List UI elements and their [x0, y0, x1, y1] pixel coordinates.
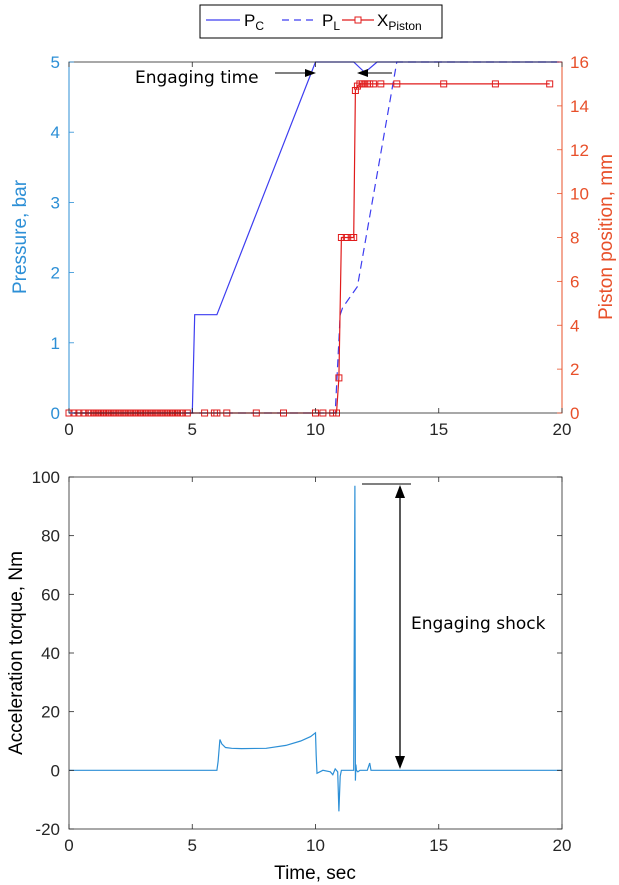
engaging-shock-label: Engaging shock: [411, 614, 546, 634]
bottom-x-tick-label: 15: [429, 836, 448, 855]
bottom-y-tick-label: 80: [41, 527, 60, 546]
bottom-series-group: [69, 485, 562, 812]
bottom-x-tick-label: 0: [64, 836, 73, 855]
top-ylabel-left: Pressure, bar: [10, 179, 31, 294]
piston-marker: [377, 80, 385, 88]
legend-label-pc: PC: [244, 11, 264, 33]
top-right-tick-label: 0: [570, 404, 579, 423]
top-left-tick-label: 0: [51, 404, 60, 423]
bottom-x-tick-label: 10: [306, 836, 325, 855]
engaging-time-label: Engaging time: [135, 68, 259, 88]
piston-marker: [393, 80, 401, 88]
top-x-tick-label: 0: [64, 420, 73, 439]
top-right-tick-label: 2: [570, 360, 579, 379]
piston-marker: [366, 80, 374, 88]
top-right-tick-label: 6: [570, 272, 579, 291]
legend-box: [199, 4, 443, 39]
legend-label-pl: PL: [322, 11, 340, 33]
top-right-tick-label: 8: [570, 229, 579, 248]
bottom-y-tick-label: 0: [51, 761, 60, 780]
piston-marker: [350, 234, 358, 241]
bottom-x-tick-label: 20: [553, 836, 572, 855]
legend-label-piston: XPiston: [377, 11, 422, 33]
bottom-y-axis: -20 0 20 40 60 80 100: [32, 468, 562, 839]
top-right-tick-label: 10: [570, 185, 589, 204]
bottom-plot-frame: [68, 476, 563, 830]
piston-marker: [440, 80, 448, 88]
top-x-tick-label: 10: [306, 420, 325, 439]
engaging-shock-arrowhead-top: [395, 485, 405, 498]
top-right-tick-label: 14: [570, 97, 589, 116]
top-right-tick-label: 12: [570, 141, 589, 160]
bottom-y-tick-label: 20: [41, 703, 60, 722]
top-x-tick-label: 15: [429, 420, 448, 439]
piston-marker: [491, 80, 499, 88]
top-left-tick-label: 2: [51, 264, 60, 283]
top-left-tick-label: 3: [51, 193, 60, 212]
top-x-tick-label: 5: [188, 420, 197, 439]
bottom-y-tick-label: -20: [35, 820, 60, 839]
series-line-p-l: [69, 61, 562, 414]
top-x-axis: 0 5 10 15 20: [64, 62, 571, 439]
top-left-tick-label: 5: [51, 53, 60, 72]
top-right-axis: 0 2 4 6 8 10 12 14 16: [557, 53, 589, 423]
top-series-group: [65, 61, 562, 417]
engaging-time-arrowhead-right: [357, 69, 368, 77]
series-line-torque: [69, 485, 562, 812]
bottom-y-tick-label: 40: [41, 644, 60, 663]
engaging-shock-arrowhead-bottom: [395, 756, 405, 769]
piston-marker: [335, 374, 343, 382]
bottom-y-tick-label: 100: [32, 468, 60, 487]
series-line-p-c: [69, 61, 562, 414]
series-line-x-piston: [69, 83, 550, 414]
top-ylabel-right: Piston position, mm: [596, 154, 617, 320]
piston-marker: [546, 80, 554, 88]
piston-marker: [369, 80, 377, 88]
top-x-tick-label: 20: [553, 420, 572, 439]
legend-marker-piston: [354, 16, 362, 24]
top-right-tick-label: 16: [570, 53, 589, 72]
top-right-tick-label: 4: [570, 316, 579, 335]
top-left-axis: 0 1 2 3 4 5: [51, 53, 74, 423]
bottom-x-axis: 0 5 10 15 20: [64, 477, 571, 855]
engaging-time-arrowhead-left: [305, 69, 316, 77]
piston-marker: [342, 234, 350, 241]
top-left-tick-label: 4: [51, 123, 60, 142]
top-plot-frame: [68, 61, 563, 414]
legend: PC PL XPiston: [199, 4, 443, 39]
piston-marker: [351, 87, 359, 94]
piston-marker: [337, 234, 345, 241]
bottom-y-tick-label: 60: [41, 585, 60, 604]
bottom-x-tick-label: 5: [188, 836, 197, 855]
bottom-ylabel: Acceleration torque, Nm: [6, 551, 27, 755]
bottom-xlabel: Time, sec: [274, 863, 356, 884]
top-left-tick-label: 1: [51, 334, 60, 353]
